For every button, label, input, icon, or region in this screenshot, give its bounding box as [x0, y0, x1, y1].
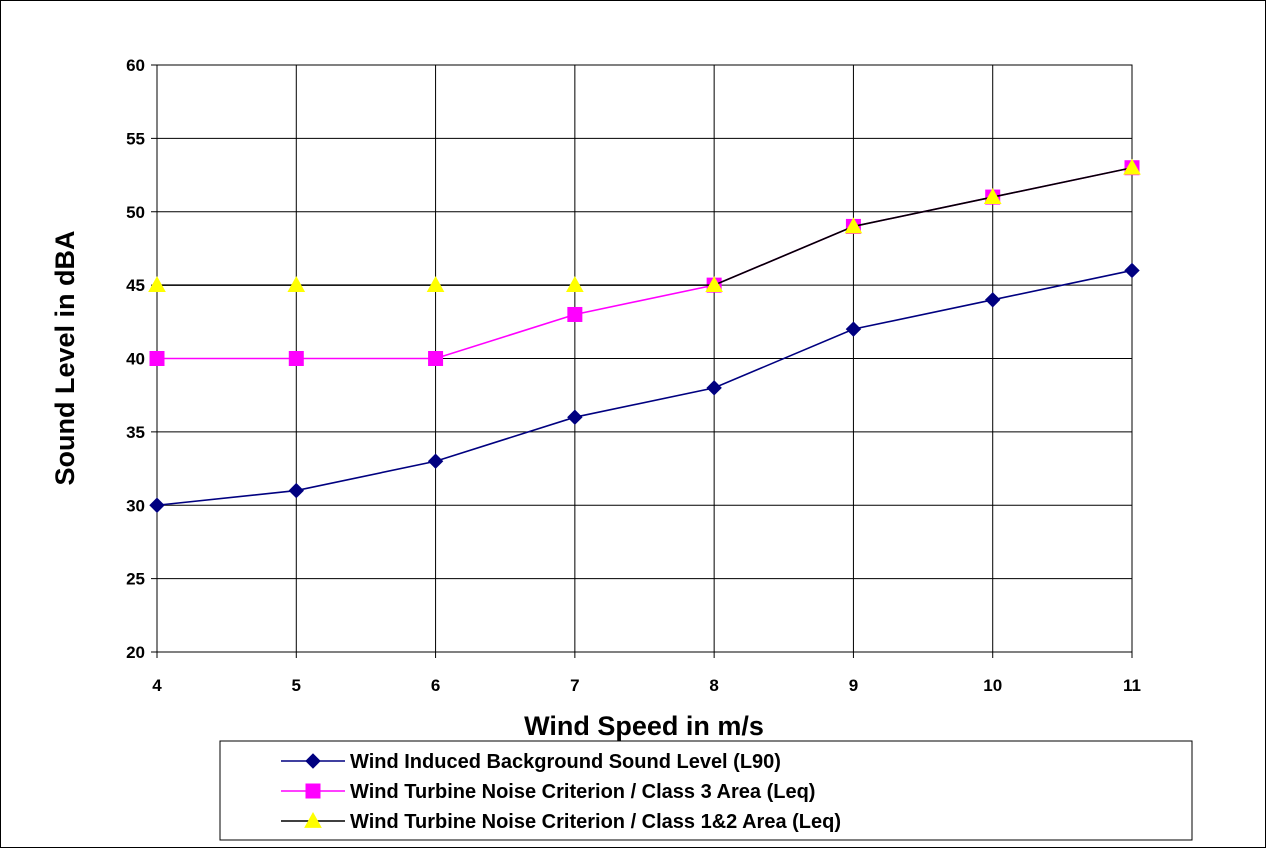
x-tick-label: 10 — [983, 676, 1002, 695]
x-tick-label: 4 — [152, 676, 162, 695]
x-tick-label: 7 — [570, 676, 579, 695]
y-tick-label: 40 — [126, 350, 145, 369]
legend-label: Wind Turbine Noise Criterion / Class 3 A… — [350, 781, 815, 803]
x-tick-label: 11 — [1123, 676, 1141, 695]
y-tick-label: 25 — [126, 570, 145, 589]
data-point — [1124, 262, 1140, 279]
data-point — [567, 409, 583, 425]
legend-marker — [305, 753, 321, 769]
legend: Wind Induced Background Sound Level (L90… — [219, 740, 1193, 841]
legend-box — [219, 740, 1193, 841]
x-axis-title: Wind Speed in m/s — [524, 711, 764, 741]
data-point — [287, 276, 306, 293]
data-point — [705, 276, 723, 293]
data-point — [706, 380, 722, 396]
data-point — [985, 292, 1001, 308]
data-point — [1123, 158, 1141, 175]
y-tick-label: 45 — [126, 276, 145, 295]
data-point — [288, 351, 304, 366]
y-tick-label: 55 — [126, 129, 145, 148]
data-point — [149, 351, 165, 366]
data-point — [566, 276, 584, 293]
data-point — [288, 482, 304, 499]
series-line — [157, 166, 1133, 286]
y-axis-title: Sound Level in dBA — [50, 230, 80, 485]
y-tick-label: 20 — [126, 643, 145, 662]
legend-items: Wind Induced Background Sound Level (L90… — [281, 751, 841, 833]
legend-marker — [304, 811, 322, 828]
series-layer — [148, 158, 1141, 513]
data-point — [426, 276, 445, 293]
legend-label: Wind Induced Background Sound Level (L90… — [350, 751, 781, 773]
legend-entry: Wind Turbine Noise Criterion / Class 3 A… — [281, 781, 815, 803]
data-point — [427, 453, 444, 469]
series-line — [156, 269, 1133, 507]
x-tick-label: 8 — [709, 676, 718, 695]
series-1 — [149, 262, 1140, 513]
data-point — [567, 306, 583, 322]
data-point — [149, 497, 165, 513]
data-point — [428, 351, 444, 366]
y-tick-label: 35 — [126, 423, 145, 442]
legend-entry: Wind Turbine Noise Criterion / Class 1&2… — [281, 811, 841, 833]
y-tick-label: 30 — [126, 496, 145, 515]
data-point — [844, 217, 863, 234]
legend-label: Wind Turbine Noise Criterion / Class 1&2… — [350, 811, 841, 833]
x-tick-label: 5 — [292, 676, 301, 695]
series-3 — [148, 158, 1141, 293]
data-point — [148, 276, 166, 293]
data-point — [983, 188, 1002, 204]
legend-entry: Wind Induced Background Sound Level (L90… — [281, 751, 781, 773]
x-tick-label: 6 — [431, 676, 440, 695]
x-tick-label: 9 — [849, 676, 858, 695]
y-tick-label: 60 — [126, 56, 145, 75]
data-point — [845, 321, 862, 337]
y-tick-label: 50 — [126, 203, 145, 222]
legend-marker — [305, 783, 321, 799]
y-tick-labels: 20 25 30 35 40 45 50 55 60 — [126, 56, 145, 662]
x-tick-labels: 4 5 6 7 8 9 10 11 — [152, 676, 1141, 695]
